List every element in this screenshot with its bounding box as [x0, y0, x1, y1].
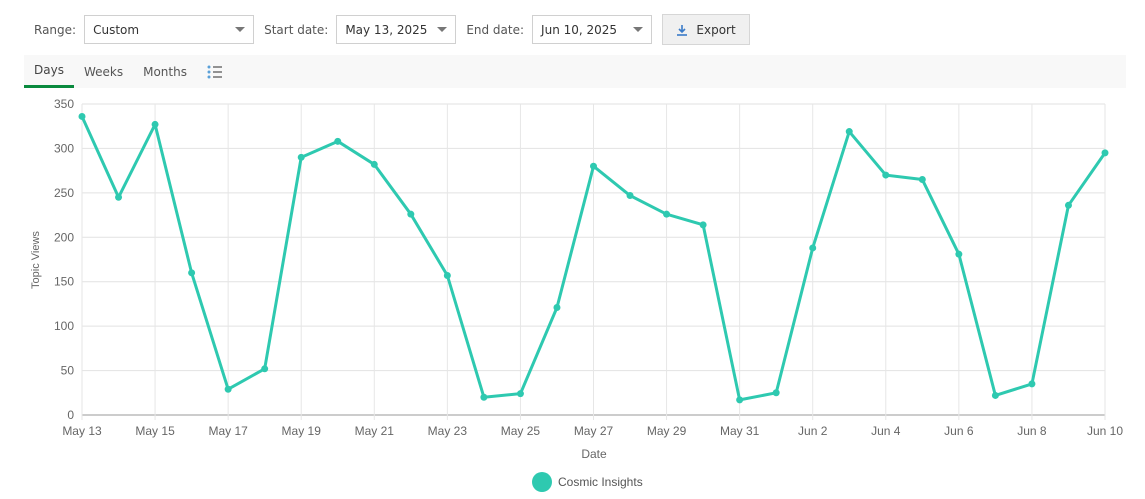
- data-point[interactable]: [370, 160, 378, 168]
- list-view-button[interactable]: [197, 55, 233, 88]
- range-value: Custom: [93, 22, 140, 37]
- x-tick-label: May 25: [501, 424, 541, 438]
- x-tick-label: May 21: [355, 424, 395, 438]
- y-tick-label: 0: [67, 408, 74, 422]
- data-point[interactable]: [882, 171, 890, 179]
- data-point[interactable]: [261, 365, 269, 373]
- end-date-select[interactable]: Jun 10, 2025: [532, 15, 653, 44]
- data-point[interactable]: [1101, 149, 1109, 157]
- data-point[interactable]: [516, 390, 524, 398]
- start-date-label: Start date:: [264, 22, 329, 37]
- tab-days-label: Days: [34, 63, 64, 77]
- data-point[interactable]: [809, 244, 817, 252]
- data-point[interactable]: [663, 210, 671, 218]
- tab-weeks[interactable]: Weeks: [74, 55, 133, 88]
- x-tick-label: Jun 10: [1087, 424, 1123, 438]
- y-tick-label: 50: [61, 364, 75, 378]
- data-point[interactable]: [297, 153, 305, 161]
- start-date-value: May 13, 2025: [345, 22, 428, 37]
- data-point[interactable]: [955, 250, 963, 258]
- legend-marker: [532, 472, 552, 492]
- tab-months-label: Months: [143, 64, 187, 79]
- tab-weeks-label: Weeks: [83, 64, 124, 79]
- granularity-tabs: Days Weeks Months: [24, 55, 1126, 88]
- series-line: [80, 115, 1107, 402]
- data-point[interactable]: [772, 389, 780, 397]
- chevron-down-icon: [633, 27, 644, 32]
- end-date-value: Jun 10, 2025: [541, 22, 618, 37]
- data-point[interactable]: [991, 391, 999, 399]
- data-point[interactable]: [115, 193, 123, 201]
- data-point[interactable]: [443, 271, 451, 279]
- data-point[interactable]: [151, 120, 159, 128]
- y-axis-title: Topic Views: [30, 231, 42, 289]
- x-tick-label: Jun 8: [1017, 424, 1047, 438]
- data-point[interactable]: [626, 192, 634, 200]
- x-tick-label: May 23: [428, 424, 468, 438]
- data-point[interactable]: [553, 303, 561, 311]
- data-point[interactable]: [1064, 201, 1072, 209]
- data-point[interactable]: [78, 112, 86, 120]
- data-point[interactable]: [736, 396, 744, 404]
- x-tick-label: May 31: [720, 424, 760, 438]
- data-point[interactable]: [590, 162, 597, 170]
- chevron-down-icon: [235, 27, 246, 32]
- y-tick-label: 100: [54, 319, 74, 333]
- y-tick-label: 350: [54, 97, 74, 111]
- start-date-select[interactable]: May 13, 2025: [336, 15, 457, 44]
- y-tick-label: 150: [54, 275, 74, 289]
- y-tick-label: 200: [54, 230, 74, 244]
- y-tick-label: 250: [54, 186, 74, 200]
- end-date-label: End date:: [466, 22, 525, 37]
- data-point[interactable]: [918, 176, 926, 184]
- x-tick-label: May 15: [135, 424, 175, 438]
- export-button[interactable]: Export: [662, 14, 751, 45]
- toolbar: Range: Custom Start date: May 13, 2025 E…: [34, 14, 751, 45]
- data-point[interactable]: [699, 221, 707, 229]
- x-tick-label: May 13: [62, 424, 102, 438]
- download-icon: [677, 24, 688, 36]
- tab-months[interactable]: Months: [133, 55, 197, 88]
- x-tick-label: Jun 2: [798, 424, 828, 438]
- x-tick-label: Jun 6: [944, 424, 974, 438]
- x-tick-label: Jun 4: [871, 424, 901, 438]
- x-tick-label: May 19: [282, 424, 322, 438]
- list-icon: [207, 65, 222, 78]
- x-axis-title: Date: [581, 447, 607, 461]
- x-tick-label: May 17: [208, 424, 248, 438]
- chevron-down-icon: [437, 27, 448, 32]
- legend-label[interactable]: Cosmic Insights: [558, 475, 643, 489]
- data-point[interactable]: [224, 385, 232, 393]
- data-point[interactable]: [480, 393, 488, 401]
- x-tick-label: May 29: [647, 424, 687, 438]
- tab-days[interactable]: Days: [24, 55, 74, 88]
- data-point[interactable]: [845, 128, 853, 136]
- export-label: Export: [696, 22, 736, 37]
- data-point[interactable]: [334, 137, 342, 145]
- range-label: Range:: [34, 22, 77, 37]
- data-point[interactable]: [188, 269, 196, 277]
- x-tick-label: May 27: [574, 424, 614, 438]
- range-select[interactable]: Custom: [84, 15, 255, 44]
- data-point[interactable]: [407, 210, 415, 218]
- data-point[interactable]: [1028, 380, 1036, 388]
- y-tick-label: 300: [54, 141, 74, 155]
